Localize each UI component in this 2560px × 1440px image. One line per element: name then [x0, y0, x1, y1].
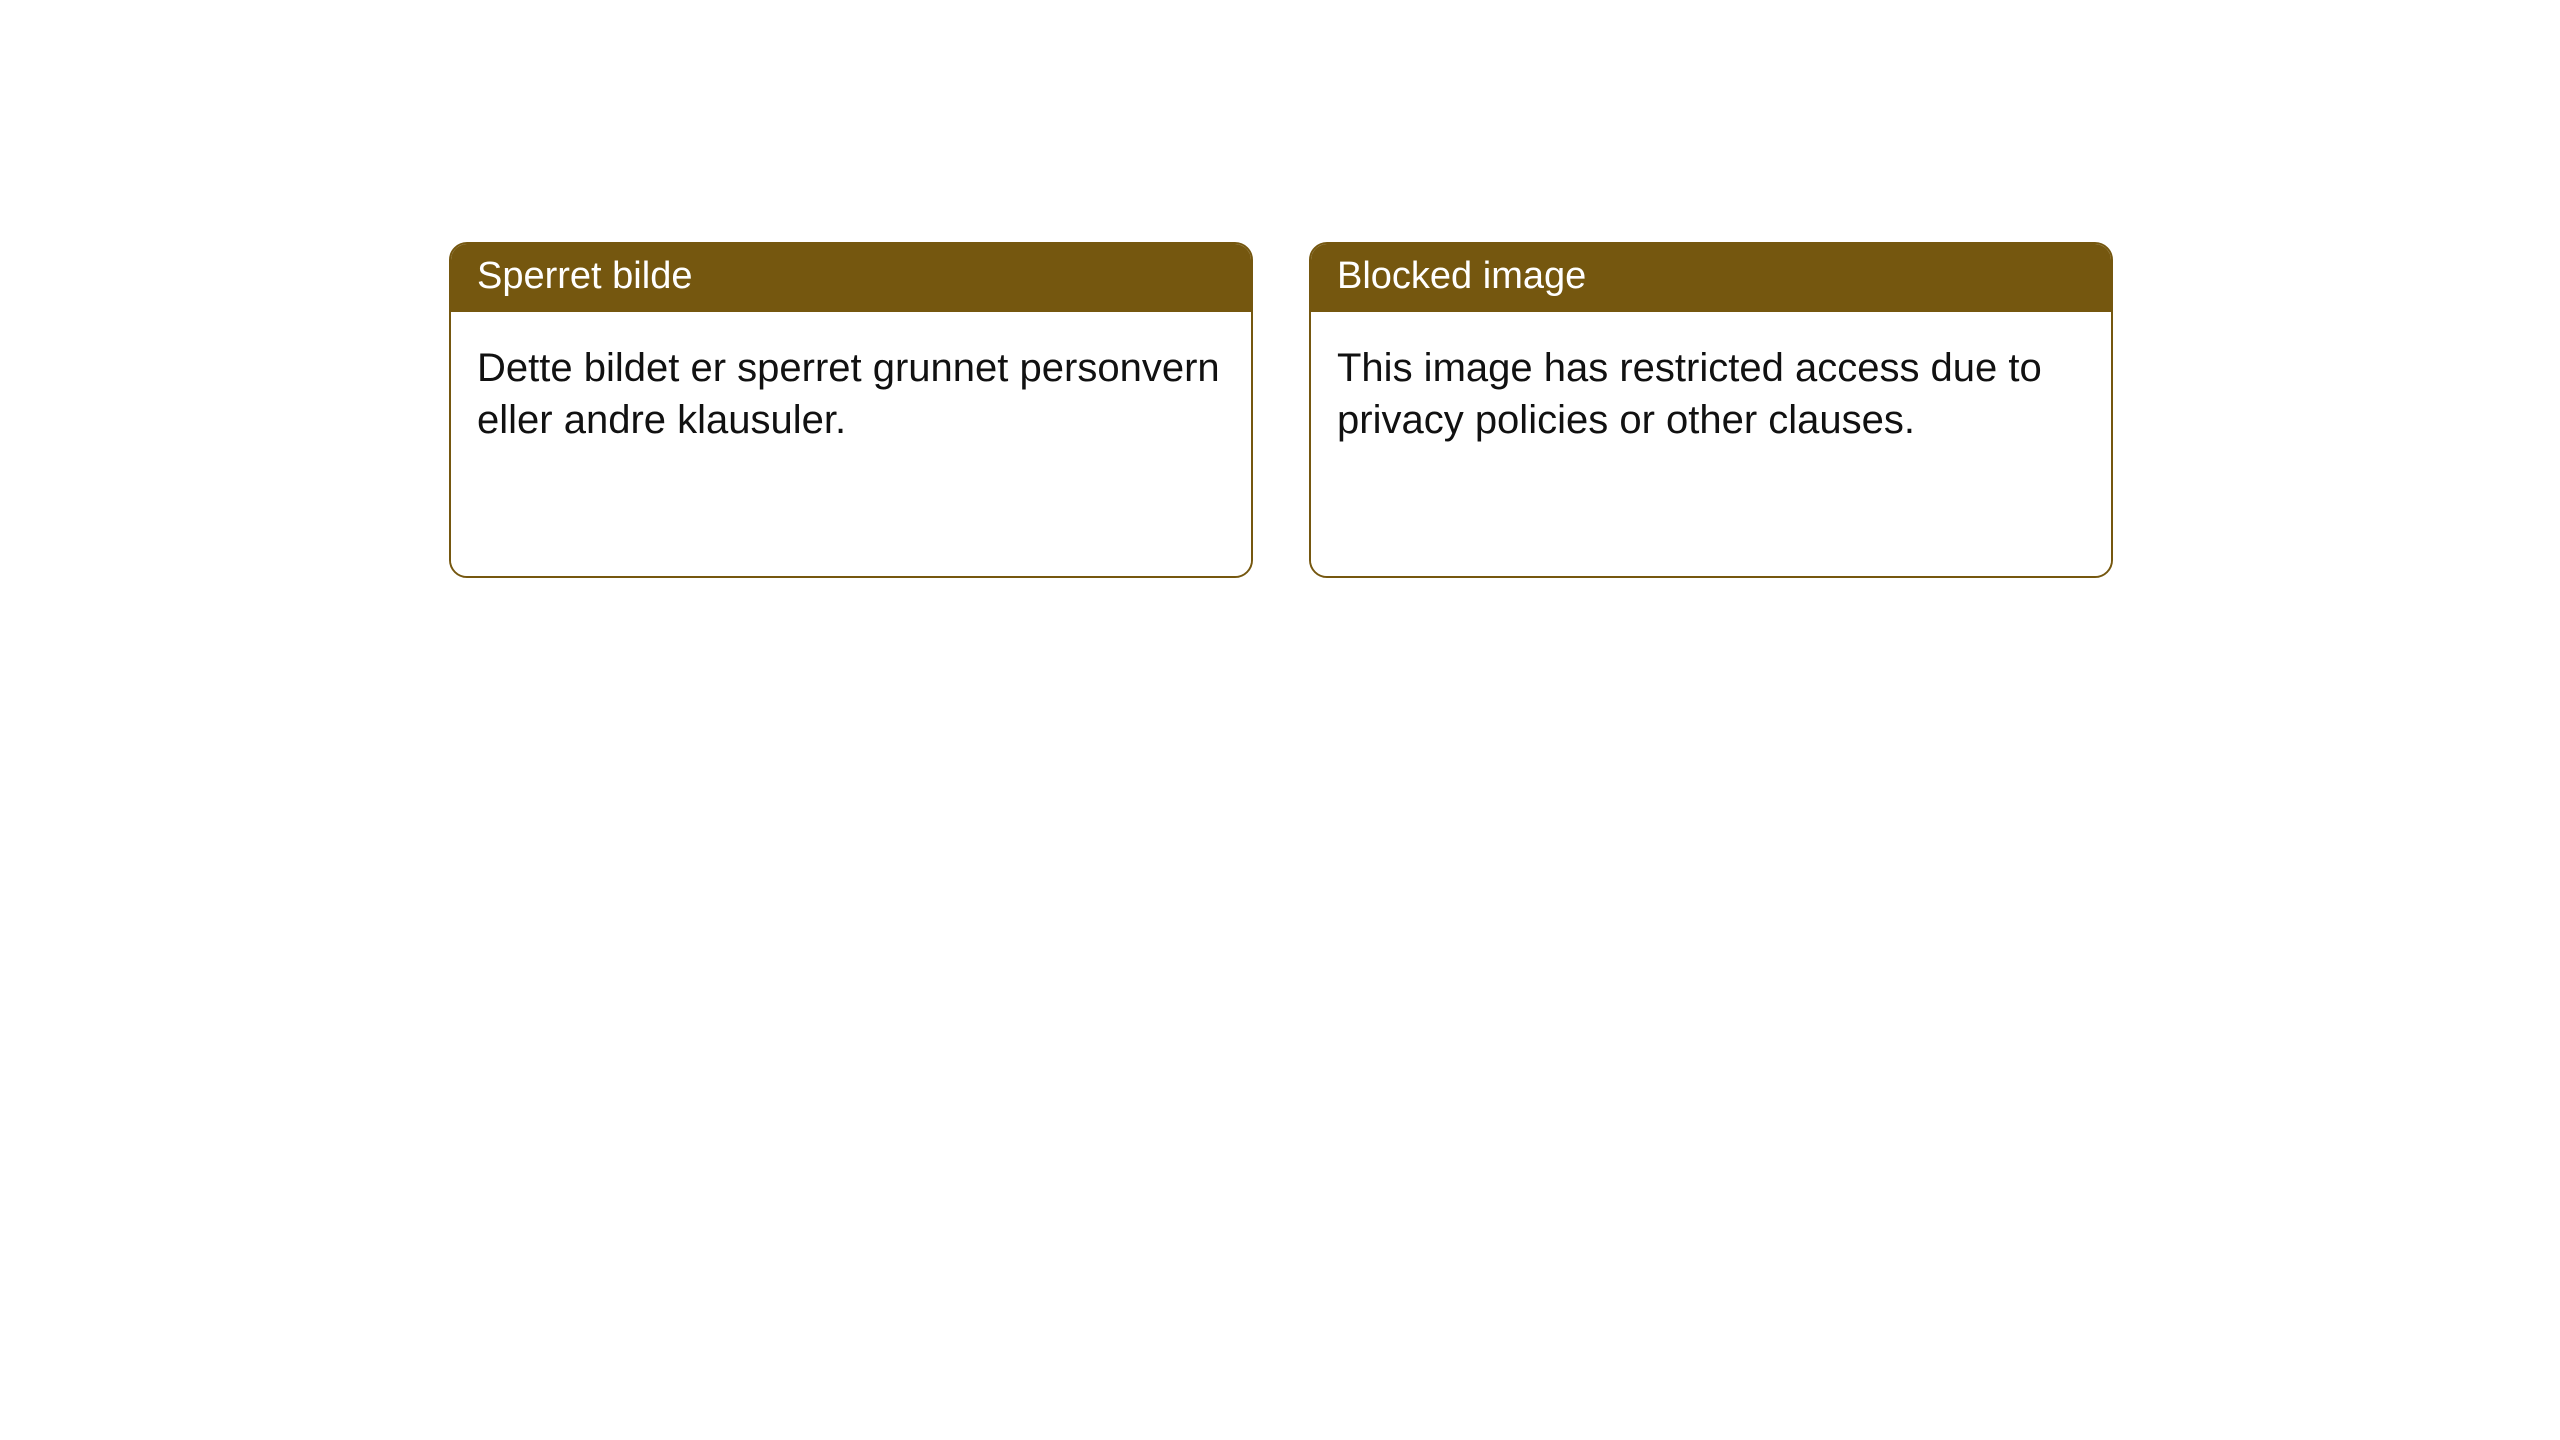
- notice-title-en: Blocked image: [1311, 244, 2111, 312]
- notice-title-no: Sperret bilde: [451, 244, 1251, 312]
- blocked-image-notice-no: Sperret bilde Dette bildet er sperret gr…: [449, 242, 1253, 578]
- blocked-image-notice-en: Blocked image This image has restricted …: [1309, 242, 2113, 578]
- notice-container: Sperret bilde Dette bildet er sperret gr…: [0, 0, 2560, 578]
- notice-message-no: Dette bildet er sperret grunnet personve…: [451, 312, 1251, 576]
- notice-message-en: This image has restricted access due to …: [1311, 312, 2111, 576]
